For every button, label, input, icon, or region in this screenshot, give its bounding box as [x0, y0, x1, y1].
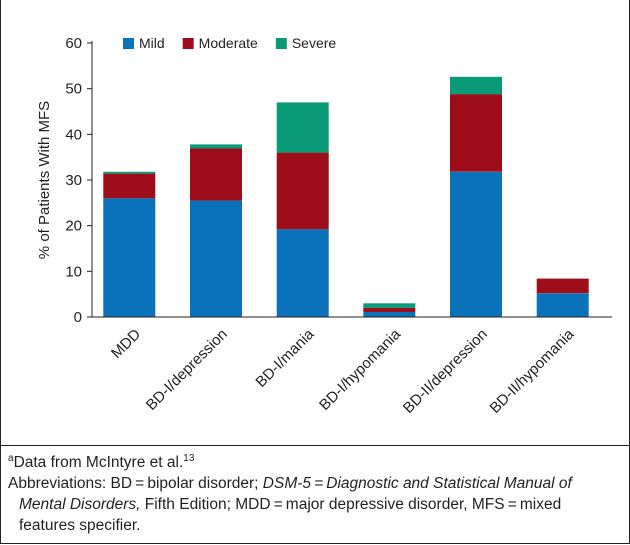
x-tick-label-1: BD-I/depression: [143, 326, 231, 414]
legend: Mild Moderate Severe: [123, 35, 336, 51]
legend-label-moderate: Moderate: [199, 35, 258, 51]
footnote-marker: a: [8, 452, 14, 464]
bar-severe-0: [103, 171, 156, 174]
y-tick-label-4: 40: [65, 126, 82, 143]
bar-moderate-3: [363, 307, 416, 312]
bar-mild-0: [103, 198, 156, 317]
legend-swatch-mild: [123, 38, 134, 49]
y-tick-label-5: 50: [65, 81, 82, 98]
y-tick-label-2: 20: [65, 218, 82, 235]
x-tick-label-5: BD-II/hypomania: [487, 325, 578, 416]
bar-mild-2: [276, 229, 329, 317]
bar-moderate-2: [276, 152, 329, 230]
x-tick-label-3: BD-I/hypomania: [316, 325, 405, 414]
bars-layer: [103, 76, 589, 317]
legend-label-mild: Mild: [139, 35, 165, 51]
abbrev-rest: Fifth Edition; MDD = major depressive di…: [19, 496, 562, 534]
bar-severe-4: [450, 76, 502, 95]
figure-notes: aData from McIntyre et al.13 Abbreviatio…: [0, 445, 630, 536]
bar-severe-1: [190, 144, 242, 149]
y-tick-label-1: 10: [65, 263, 82, 280]
bar-mild-1: [190, 200, 242, 317]
abbrev-dsm: DSM-5 = Diagnostic and Statistical Manua…: [19, 475, 572, 513]
legend-swatch-moderate: [182, 38, 194, 49]
y-tick-label-3: 30: [65, 172, 82, 189]
bar-moderate-1: [190, 148, 242, 201]
source-note: aData from McIntyre et al.13: [8, 452, 630, 473]
y-axis-title: % of Patients With MFS: [36, 101, 53, 259]
bar-moderate-4: [450, 94, 502, 172]
bar-severe-3: [363, 303, 416, 308]
bar-mild-5: [536, 293, 589, 317]
bar-mild-4: [450, 171, 502, 317]
bar-mild-3: [363, 312, 416, 317]
y-tick-label-6: 60: [65, 35, 82, 52]
x-tick-label-2: BD-I/mania: [252, 325, 318, 391]
abbrev-prefix: Abbreviations: BD = bipolar disorder;: [8, 475, 263, 492]
bar-moderate-0: [103, 173, 156, 199]
x-tick-label-0: MDD: [108, 326, 144, 362]
bar-severe-2: [276, 102, 329, 153]
source-text: Data from McIntyre et al.: [13, 454, 184, 471]
legend-label-severe: Severe: [292, 35, 337, 51]
bar-moderate-5: [536, 278, 589, 294]
abbreviations-note: Abbreviations: BD = bipolar disorder; DS…: [8, 473, 630, 536]
y-tick-label-0: 0: [74, 309, 82, 326]
x-tick-label-4: BD-II/depression: [400, 326, 491, 417]
source-reference: 13: [183, 452, 195, 464]
legend-swatch-severe: [275, 38, 287, 49]
